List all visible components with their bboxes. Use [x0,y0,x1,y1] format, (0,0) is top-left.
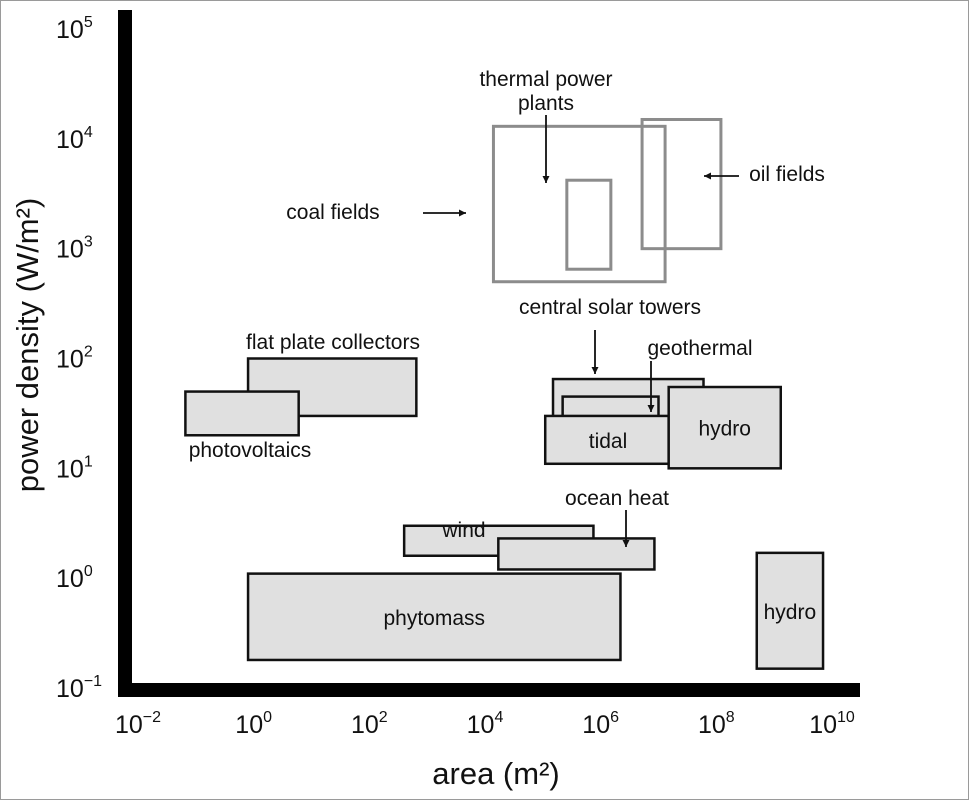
annotation-wind: wind [441,519,485,542]
y-tick-label: 105 [56,14,93,44]
annotation-coal-fields: coal fields [286,201,379,224]
box-label-hydro-high: hydro [698,418,751,441]
box-ocean-heat [497,537,656,571]
x-tick-label: 104 [467,709,504,739]
box-label-phytomass: phytomass [383,607,485,630]
x-axis-line [118,683,860,697]
x-tick-label: 10−2 [115,709,161,739]
x-tick-label: 102 [351,709,388,739]
arrowhead-geothermal [647,405,655,412]
box-label-hydro-low: hydro [764,601,817,624]
box-photovoltaics [184,390,300,437]
y-tick-label: 102 [56,344,93,374]
box-coal-fields [491,124,667,284]
annotation-geothermal: geothermal [647,337,752,360]
y-tick-label: 100 [56,563,93,593]
x-tick-label: 106 [582,709,619,739]
box-hydro-low [755,551,825,670]
arrowhead-central-solar-towers [591,367,599,374]
arrowhead-ocean-heat [622,540,630,547]
range-boxes: hydro phytomass hydro [184,117,825,670]
y-tick-label: 101 [56,453,93,483]
annotation-central-solar-towers: central solar towers [519,296,701,319]
y-axis-label: power density (W/m²) [10,198,45,493]
annotation-photovoltaics: photovoltaics [189,439,312,462]
y-tick-label: 104 [56,124,93,154]
arrowhead-thermal-power-plants [542,176,550,183]
x-axis-label: area (m²) [432,756,559,791]
box-hydro-high [667,385,783,470]
annotation-thermal-power-plants-line-2: plants [518,92,574,115]
y-axis-line [118,10,132,696]
arrowhead-coal-fields [459,209,466,217]
tick-labels: 10−2 100 102 104 106 108 1010 10−1 100 101 102 103 1… [56,14,855,739]
annotation-oil-fields: oil fields [749,163,825,186]
x-tick-label: 1010 [809,709,855,739]
annotation-flat-plate-collectors: flat plate collectors [246,331,420,354]
axes [118,10,860,697]
annotation-thermal-power-plants-line-1: thermal power [479,68,612,91]
box-phytomass [246,572,622,662]
box-thermal-power-plants [565,178,613,271]
arrowhead-oil-fields [704,172,711,180]
box-oil-fields [640,117,723,251]
y-tick-label: 10−1 [56,673,102,703]
annotation-tidal: tidal [589,430,628,453]
box-tidal [543,414,670,466]
annotation-ocean-heat: ocean heat [565,487,669,510]
x-tick-label: 108 [698,709,735,739]
x-tick-label: 100 [235,709,272,739]
y-tick-label: 103 [56,234,93,264]
